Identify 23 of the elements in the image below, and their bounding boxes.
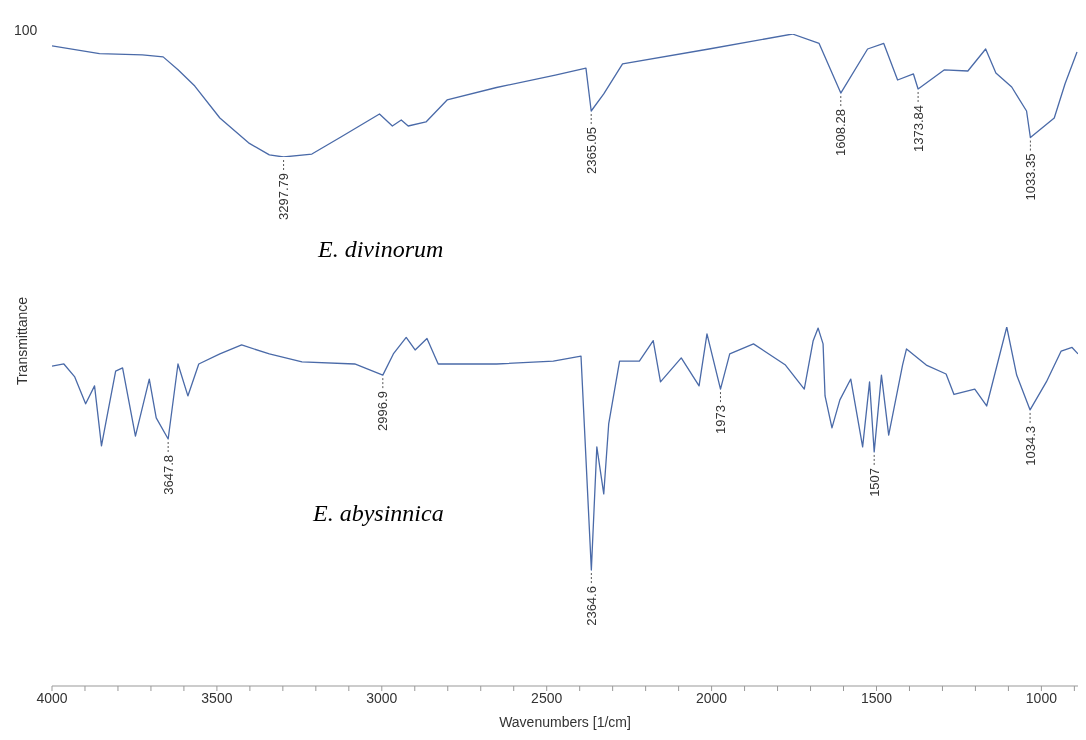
annotation: 2365.05 bbox=[583, 127, 599, 174]
x-tick-label: 3500 bbox=[201, 689, 233, 706]
text: 100 bbox=[14, 22, 38, 38]
annotation: 1373.84 bbox=[910, 104, 926, 152]
annotation: 1608.28 bbox=[833, 109, 849, 157]
annotation: 2364.6 bbox=[583, 586, 599, 626]
annotation: 3297.79 bbox=[276, 173, 292, 220]
x-tick-label: 2000 bbox=[696, 689, 728, 706]
x-tick-label: 3000 bbox=[366, 689, 398, 706]
x-tick-label: 4000 bbox=[36, 689, 68, 706]
annotation: 1973 bbox=[713, 405, 728, 435]
annotation: 3647.8 bbox=[160, 455, 176, 495]
x-tick-label: 1000 bbox=[1025, 689, 1058, 706]
x-tick-label: 1500 bbox=[860, 689, 893, 706]
x-axis-title: Wavenumbers [1/cm] bbox=[499, 714, 631, 730]
x-tick-label: 2500 bbox=[531, 689, 563, 706]
annotation: 1507 bbox=[866, 467, 882, 497]
annotation: 2996.9 bbox=[375, 391, 391, 431]
text: E. divinorum bbox=[318, 236, 444, 263]
y-axis-title: Transmittance bbox=[14, 296, 30, 386]
annotation: 1033.35 bbox=[1022, 153, 1038, 201]
text: E. abysinnica bbox=[313, 500, 444, 527]
annotation: 1034.3 bbox=[1022, 425, 1038, 466]
